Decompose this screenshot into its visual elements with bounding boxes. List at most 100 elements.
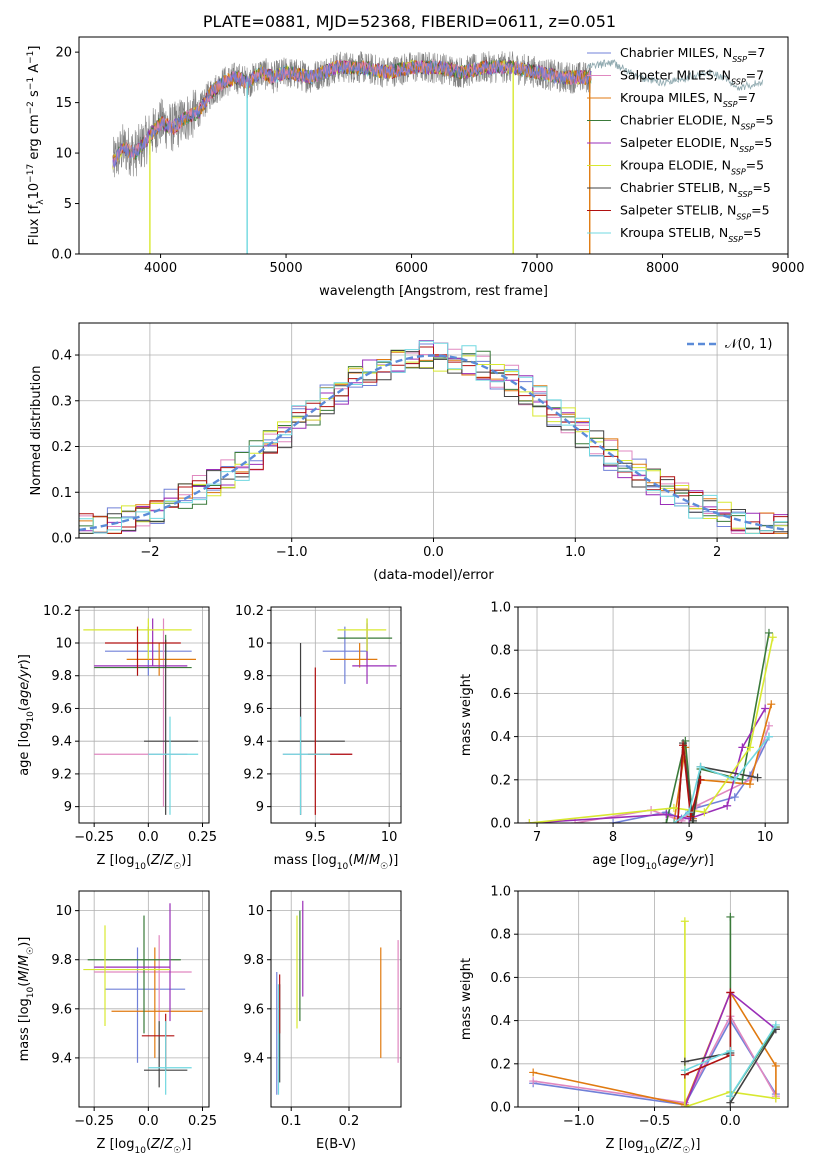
x-tick-label: 9 bbox=[685, 830, 693, 845]
y-tick-label: 10 bbox=[55, 637, 72, 652]
weight-marker bbox=[685, 808, 694, 817]
weight-marker bbox=[764, 732, 773, 741]
weight-marker bbox=[730, 775, 739, 784]
axes-frame bbox=[517, 890, 789, 1108]
plot-area bbox=[79, 323, 788, 538]
y-tick-label: 9.2 bbox=[51, 767, 72, 782]
axes-frame bbox=[78, 890, 210, 1108]
legend: 𝒩(0, 1) bbox=[687, 337, 772, 352]
weight-marker bbox=[688, 816, 697, 823]
legend-label: Kroupa MILES, NSSP=7 bbox=[620, 90, 756, 109]
x-tick-label: 0.1 bbox=[281, 1114, 302, 1129]
y-axis-label: mass [log10(M/M☉)] bbox=[17, 937, 36, 1062]
x-axis-label: (data-model)/error bbox=[373, 568, 494, 583]
y-tick-label: 10 bbox=[247, 904, 264, 919]
y-tick-label: 9.6 bbox=[51, 702, 72, 717]
weight-marker bbox=[669, 819, 678, 823]
y-tick-label: 10 bbox=[55, 904, 72, 919]
y-tick-label: 0.2 bbox=[490, 1057, 511, 1072]
weight-line bbox=[684, 1024, 777, 1099]
plot-area bbox=[518, 891, 788, 1107]
spectrum-model bbox=[112, 60, 592, 169]
y-axis-label: age [log10(age/yr)] bbox=[17, 654, 36, 776]
spectrum-model bbox=[112, 59, 592, 168]
x-tick-label: 7 bbox=[533, 830, 541, 845]
weight-marker bbox=[686, 812, 695, 821]
weight-marker bbox=[738, 775, 747, 784]
histogram-step bbox=[79, 346, 788, 534]
y-tick-label: 0.4 bbox=[51, 349, 72, 364]
axes-frame bbox=[78, 322, 789, 539]
panel-age_vs_Z: −0.25 0.0 0.25 9 9.2 9.4 9.6 9.8 10 10.2 Z [log10(… bbox=[17, 604, 217, 872]
y-axis-label: Flux [fλ10−17 erg cm−2 s−1 A−1] bbox=[26, 46, 46, 246]
weight-marker bbox=[662, 810, 671, 819]
y-tick-label: 10.2 bbox=[43, 604, 72, 619]
legend-label: Salpeter MILES, NSSP=7 bbox=[620, 68, 764, 87]
y-tick-label: 9.6 bbox=[243, 702, 264, 717]
weight-marker bbox=[767, 700, 776, 709]
weight-marker bbox=[529, 1068, 538, 1077]
y-tick-label: 0.6 bbox=[490, 971, 511, 986]
weight-marker bbox=[753, 773, 762, 782]
y-tick-label: 9.4 bbox=[243, 735, 264, 750]
y-tick-label: 0.4 bbox=[490, 730, 511, 745]
y-tick-label: 10.2 bbox=[235, 604, 264, 619]
y-tick-label: 10 bbox=[247, 637, 264, 652]
x-tick-label: −1.0 bbox=[276, 545, 308, 560]
x-tick-label: 9.5 bbox=[305, 830, 326, 845]
weight-marker bbox=[669, 803, 678, 812]
x-tick-label: 6000 bbox=[395, 261, 428, 276]
y-tick-label: 9.4 bbox=[51, 1051, 72, 1066]
plot-area bbox=[112, 51, 764, 254]
y-tick-label: 0.3 bbox=[51, 394, 72, 409]
y-tick-label: 9.2 bbox=[243, 767, 264, 782]
y-tick-label: 9.4 bbox=[243, 1051, 264, 1066]
y-tick-label: 5 bbox=[64, 197, 72, 212]
legend-label: Chabrier ELODIE, NSSP=5 bbox=[620, 113, 774, 132]
y-tick-label: 9.8 bbox=[51, 953, 72, 968]
plot-area bbox=[271, 891, 401, 1107]
legend: Chabrier MILES, NSSP=7 Salpeter MILES, NS… bbox=[587, 45, 774, 244]
y-tick-label: 0.8 bbox=[490, 644, 511, 659]
x-axis-label: wavelength [Angstrom, rest frame] bbox=[319, 284, 548, 299]
panel-spectrum: 4000 5000 6000 7000 8000 9000 0.0 5 10 15 20 wavele… bbox=[26, 36, 805, 299]
weight-marker bbox=[745, 743, 754, 752]
weight-marker bbox=[726, 1046, 735, 1055]
y-tick-label: 9.8 bbox=[243, 953, 264, 968]
x-tick-label: 0.0 bbox=[138, 1114, 159, 1129]
y-tick-label: 9.6 bbox=[243, 1002, 264, 1017]
axes-frame bbox=[78, 36, 789, 255]
weight-marker bbox=[609, 819, 618, 823]
panel-mass_vs_Z: −0.25 0.0 0.25 9.4 9.6 9.8 10 Z [log10(Z/Z☉)] ma… bbox=[17, 890, 217, 1156]
y-tick-label: 9.4 bbox=[51, 735, 72, 750]
legend-label: 𝒩(0, 1) bbox=[725, 337, 772, 352]
x-tick-label: −0.25 bbox=[74, 830, 114, 845]
axes-frame bbox=[270, 606, 402, 824]
x-axis-label: E(B-V) bbox=[316, 1137, 356, 1152]
axes-frame bbox=[78, 606, 210, 824]
x-tick-label: −0.5 bbox=[639, 1114, 671, 1129]
legend-label: Chabrier MILES, NSSP=7 bbox=[620, 45, 765, 64]
x-tick-label: 0.25 bbox=[188, 1114, 217, 1129]
weight-marker bbox=[529, 1077, 538, 1086]
weight-marker bbox=[679, 741, 688, 750]
y-tick-label: 20 bbox=[55, 46, 72, 61]
weight-marker bbox=[680, 1057, 689, 1066]
y-tick-label: 0.0 bbox=[490, 1101, 511, 1116]
y-tick-label: 9.6 bbox=[51, 1002, 72, 1017]
y-tick-label: 0.2 bbox=[490, 773, 511, 788]
weight-marker bbox=[771, 1094, 780, 1103]
x-tick-label: 1.0 bbox=[565, 545, 586, 560]
plot-area bbox=[518, 607, 788, 823]
weight-marker bbox=[525, 819, 534, 823]
spectrum-model-tail bbox=[586, 58, 764, 91]
weight-marker bbox=[680, 1103, 689, 1107]
x-axis-label: mass [log10(M/M☉)] bbox=[274, 853, 399, 872]
legend-label: Chabrier STELIB, NSSP=5 bbox=[620, 180, 771, 199]
y-tick-label: 9.8 bbox=[243, 669, 264, 684]
y-axis-label: mass weight bbox=[459, 674, 474, 756]
legend-label: Salpeter STELIB, NSSP=5 bbox=[620, 203, 770, 222]
y-axis-label: Normed distribution bbox=[29, 366, 44, 496]
x-axis-label: Z [log10(Z/Z☉)] bbox=[97, 1137, 192, 1156]
